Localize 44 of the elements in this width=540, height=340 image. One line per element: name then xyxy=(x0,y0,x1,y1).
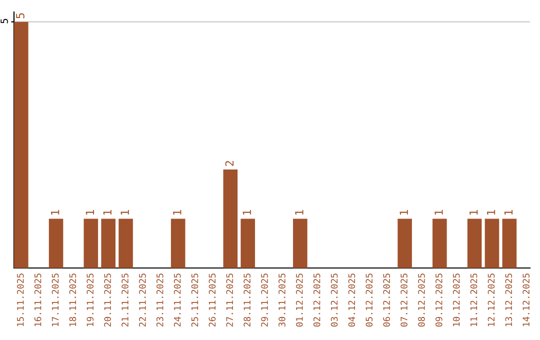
x-tick-label: 12.12.2025 xyxy=(488,274,495,326)
x-tick-label: 20.11.2025 xyxy=(104,274,111,327)
x-tick-label: 16.11.2025 xyxy=(34,274,42,326)
x-tick-label: 14.12.2025 xyxy=(522,274,530,326)
x-tick-label: 28.11.2025 xyxy=(244,274,250,327)
x-tick-label: 25.11.2025 xyxy=(191,274,198,327)
x-tick-label: 04.12.2025 xyxy=(348,274,356,327)
x-tick-label: 07.12.2025 xyxy=(400,274,408,327)
data-label: 1 xyxy=(103,210,112,215)
x-tick-label: 15.11.2025 xyxy=(16,274,24,326)
x-tick-label: 29.11.2025 xyxy=(261,274,268,327)
data-label: 1 xyxy=(486,210,496,215)
data-label: 1 xyxy=(470,210,478,215)
x-tick-label: 08.12.2025 xyxy=(418,274,425,327)
data-label: 2 xyxy=(225,161,234,166)
data-label: 1 xyxy=(434,210,443,215)
x-tick-label: 13.12.2025 xyxy=(505,274,512,326)
x-tick-label: 09.12.2025 xyxy=(435,274,442,327)
x-tick-label: 22.11.2025 xyxy=(139,274,146,327)
x-tick-label: 10.12.2025 xyxy=(452,274,460,326)
x-tick-label: 30.11.2025 xyxy=(278,274,286,327)
data-label: 1 xyxy=(504,210,513,215)
data-label: 1 xyxy=(400,210,408,215)
x-tick-label: 03.12.2025 xyxy=(330,274,338,327)
data-label: 1 xyxy=(120,210,129,215)
data-label: 1 xyxy=(173,210,182,215)
x-tick-label: 02.12.2025 xyxy=(313,274,320,327)
x-tick-label: 23.11.2025 xyxy=(156,274,164,327)
x-tick-label: 27.11.2025 xyxy=(226,274,234,327)
data-label: 5 xyxy=(16,13,24,18)
x-tick-label: 19.11.2025 xyxy=(86,274,94,326)
x-tick-label: 24.11.2025 xyxy=(174,274,181,327)
x-tick-label: 26.11.2025 xyxy=(208,274,216,327)
data-label: 1 xyxy=(295,210,304,215)
x-tick-label: 11.12.2025 xyxy=(470,274,478,326)
x-tick-label: 17.11.2025 xyxy=(52,274,59,326)
x-tick-label: 21.11.2025 xyxy=(122,274,128,327)
data-label: 1 xyxy=(51,210,60,215)
x-tick-label: 06.12.2025 xyxy=(383,274,390,327)
data-label: 1 xyxy=(242,210,251,215)
data-label: 1 xyxy=(86,210,94,215)
x-tick-label: 01.12.2025 xyxy=(296,274,303,327)
x-tick-label: 05.12.2025 xyxy=(366,274,373,327)
x-tick-label: 18.11.2025 xyxy=(69,274,76,326)
